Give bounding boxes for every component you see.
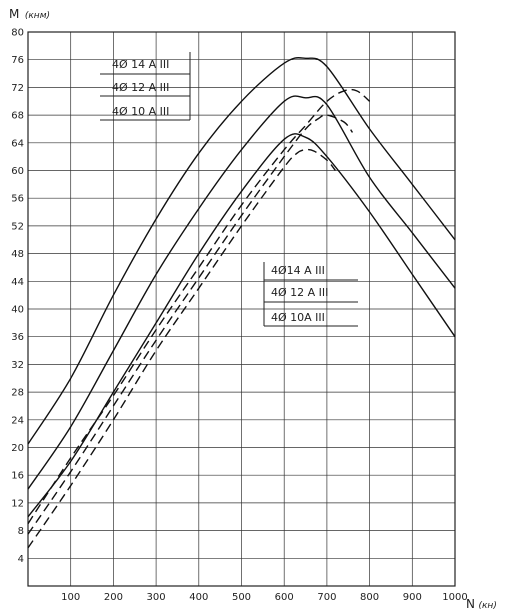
x-tick-label: 300 <box>147 592 166 603</box>
x-axis-symbol: N <box>466 597 475 611</box>
legend-solid-entry: 4Ø 12 A III <box>112 81 169 94</box>
grid <box>28 31 456 586</box>
y-tick-label: 56 <box>11 194 24 205</box>
x-axis-label: N (кн) <box>466 597 497 611</box>
y-tick-label: 4 <box>18 554 24 565</box>
legend-solid: 4Ø 14 A III 4Ø 12 A III 4Ø 10 A III <box>100 52 191 121</box>
y-tick-label: 40 <box>11 305 24 316</box>
legend-solid-entry: 4Ø 10 A III <box>112 105 169 118</box>
x-tick-label: 200 <box>104 592 123 603</box>
x-tick-labels: 100 200 300 400 500 600 700 800 900 1000 <box>61 592 468 603</box>
legend-dashed: 4Ø14 A III 4Ø 12 A III 4Ø 10A III <box>263 262 358 327</box>
y-axis-symbol: M <box>9 7 19 21</box>
series-line-solid-1 <box>27 95 456 490</box>
x-tick-label: 800 <box>360 592 379 603</box>
x-tick-label: 900 <box>403 592 422 603</box>
y-tick-label: 32 <box>11 360 24 371</box>
plot-frame <box>27 31 456 587</box>
series-line-solid-2 <box>27 133 456 518</box>
series-line-solid-0 <box>27 56 456 445</box>
x-tick-label: 600 <box>275 592 294 603</box>
series-lines <box>27 56 456 549</box>
y-tick-label: 44 <box>11 277 24 288</box>
x-tick-label: 1000 <box>442 592 467 603</box>
y-tick-label: 80 <box>11 28 24 39</box>
x-tick-label: 100 <box>61 592 80 603</box>
y-tick-label: 36 <box>11 332 24 343</box>
y-tick-label: 16 <box>11 471 24 482</box>
y-tick-label: 52 <box>11 221 24 232</box>
y-tick-label: 60 <box>11 166 24 177</box>
legend-dashed-entry: 4Ø14 A III <box>271 264 325 277</box>
y-tick-label: 48 <box>11 249 24 260</box>
legend-dashed-entry: 4Ø 12 A III <box>271 286 328 299</box>
y-axis-unit: (кнм) <box>25 11 50 21</box>
y-tick-label: 20 <box>11 443 24 454</box>
x-axis-unit: (кн) <box>478 601 496 611</box>
x-tick-label: 700 <box>317 592 336 603</box>
legend-solid-entry: 4Ø 14 A III <box>112 58 169 71</box>
y-tick-label: 12 <box>11 498 24 509</box>
y-tick-label: 8 <box>18 526 24 537</box>
series-line-dashed-3 <box>27 88 371 525</box>
y-tick-label: 64 <box>11 138 24 149</box>
legend-dashed-entry: 4Ø 10A III <box>271 311 325 324</box>
y-axis-label: M (кнм) <box>9 7 50 21</box>
y-tick-label: 28 <box>11 388 24 399</box>
y-tick-label: 24 <box>11 415 24 426</box>
x-tick-label: 500 <box>232 592 251 603</box>
y-tick-label: 68 <box>11 111 24 122</box>
y-tick-label: 76 <box>11 55 24 66</box>
series-line-dashed-5 <box>27 148 336 549</box>
series-line-dashed-4 <box>27 114 354 535</box>
x-tick-label: 400 <box>189 592 208 603</box>
y-tick-label: 72 <box>11 83 24 94</box>
